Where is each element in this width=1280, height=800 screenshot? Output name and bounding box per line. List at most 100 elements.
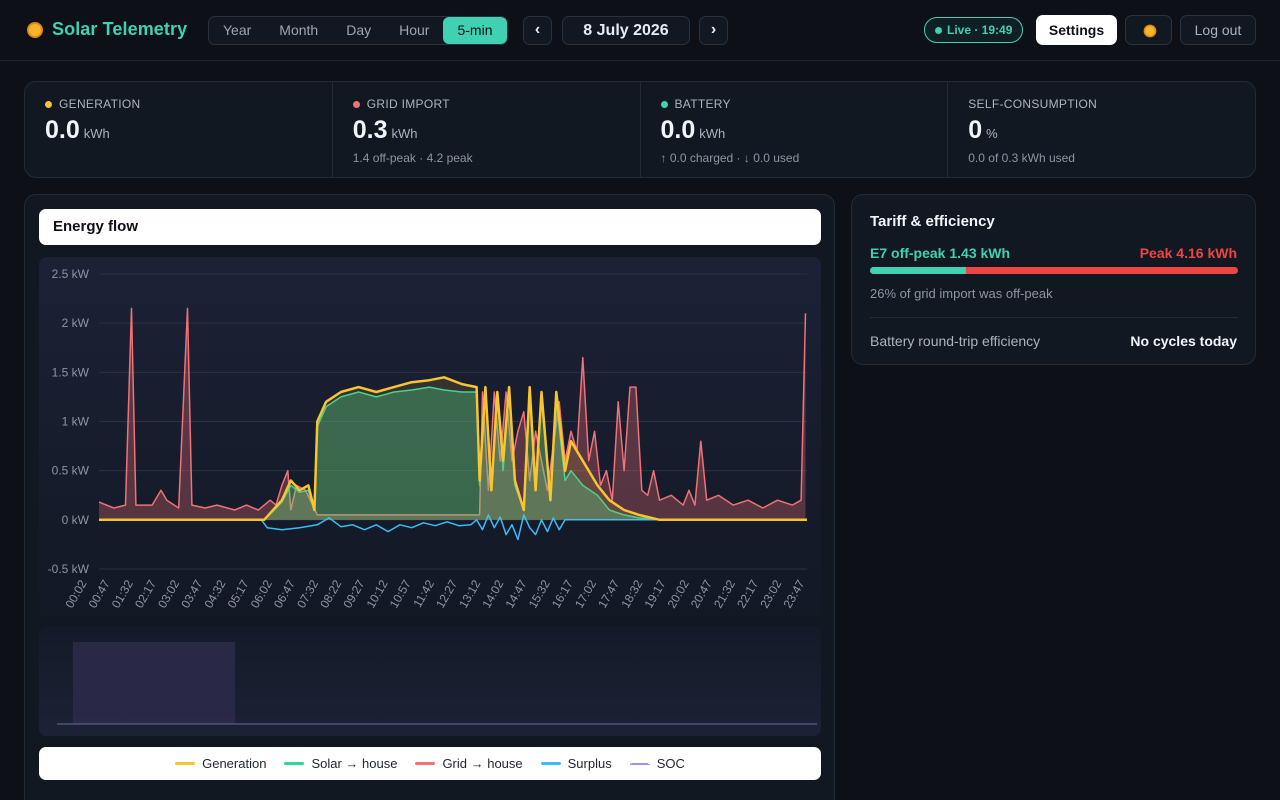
peak-label: Peak 4.16 kWh: [1139, 245, 1237, 261]
live-label: Live · 19:49: [947, 23, 1013, 37]
x-tick-label: 23:47: [780, 577, 807, 610]
legend-swatch: [629, 762, 650, 765]
energy-flow-panel: Energy flow 2.5 kW 2 kW 1.5 kW 1 kW 0.5 kW 0 …: [24, 194, 835, 800]
series-area-2: [99, 308, 806, 520]
stat-value: 0.0: [45, 116, 80, 144]
next-date-button[interactable]: ›: [699, 16, 728, 45]
legend-label: Grid → house: [442, 756, 523, 771]
prev-date-button[interactable]: ‹: [523, 16, 552, 45]
y-tick-label: -0.5 kW: [48, 562, 90, 576]
stat-self-consumption: SELF-CONSUMPTION 0% 0.0 of 0.3 kWh used: [948, 82, 1255, 177]
stat-unit: kWh: [391, 126, 418, 141]
x-tick-label: 05:17: [225, 577, 252, 610]
range-5min[interactable]: 5-min: [443, 17, 507, 44]
series-line-surplus: [99, 514, 807, 541]
energy-flow-svg: 2.5 kW 2 kW 1.5 kW 1 kW 0.5 kW 0 kW -0.5 kW00:…: [48, 267, 808, 611]
x-tick-label: 01:32: [109, 577, 136, 610]
stat-label: GRID IMPORT: [366, 97, 450, 111]
stat-value: 0: [968, 116, 983, 144]
sun-icon: [26, 21, 44, 39]
legend-label: SOC: [656, 756, 685, 771]
soc-svg: [57, 642, 817, 725]
app-title: Solar Telemetry: [52, 19, 188, 39]
stat-sub: 0.0 of 0.3 kWh used: [968, 151, 1075, 165]
x-tick-label: 22:17: [734, 577, 761, 610]
tariff-split-bar: [870, 267, 1238, 274]
stat-sub: 1.4 off-peak · 4.2 peak: [352, 151, 473, 165]
x-tick-label: 21:32: [711, 577, 738, 610]
logout-button[interactable]: Log out: [1180, 15, 1256, 45]
stat-dot-icon: [660, 100, 668, 108]
tariff-panel: Tariff & efficiency E7 off-peak 1.43 kWh…: [851, 194, 1256, 365]
x-tick-label: 02:17: [132, 577, 159, 610]
y-tick-label: 1.5 kW: [52, 365, 90, 379]
stat-dot-icon: [45, 100, 52, 108]
brand: Solar Telemetry: [26, 19, 187, 40]
x-tick-label: 13:12: [456, 577, 483, 610]
date-display[interactable]: 8 July 2026: [562, 16, 690, 45]
x-tick-label: 17:47: [595, 577, 622, 610]
x-tick-label: 10:57: [387, 577, 414, 610]
x-tick-label: 23:02: [757, 577, 784, 610]
stat-value: 0.0: [660, 116, 696, 144]
legend-label: Surplus: [567, 756, 612, 771]
x-tick-label: 04:32: [201, 577, 228, 610]
x-tick-label: 00:47: [86, 577, 113, 610]
y-tick-label: 0.5 kW: [52, 464, 90, 478]
range-day[interactable]: Day: [346, 22, 372, 38]
x-tick-label: 03:02: [155, 577, 182, 610]
live-dot-icon: [935, 27, 942, 34]
stat-grid-import: GRID IMPORT 0.3 kWh 1.4 off-peak · 4.2 pe…: [333, 82, 641, 177]
range-year[interactable]: Year: [223, 22, 252, 38]
legend-swatch: [415, 762, 436, 765]
y-tick-label: 1 kW: [62, 415, 90, 429]
stat-sub: ↑ 0.0 charged · ↓ 0.0 used: [660, 151, 800, 165]
offpeak-fill: [870, 267, 966, 274]
stat-battery: BATTERY 0.0 kWh ↑ 0.0 charged · ↓ 0.0 use…: [641, 82, 949, 177]
series-line-generation: [99, 376, 807, 522]
x-tick-label: 17:02: [572, 577, 599, 610]
legend-grid-house[interactable]: Grid → house: [415, 756, 523, 771]
app-header: Solar Telemetry Year Month Day Hour 5-mi…: [0, 0, 1280, 61]
legend-swatch: [284, 762, 305, 765]
x-tick-label: 12:27: [433, 577, 460, 610]
x-tick-label: 06:47: [271, 577, 298, 610]
x-tick-label: 14:47: [503, 577, 530, 610]
x-tick-label: 16:17: [549, 577, 576, 610]
series-area-0: [99, 377, 807, 520]
legend-solar-house[interactable]: Solar → house: [284, 756, 397, 771]
x-tick-label: 11:42: [410, 577, 437, 610]
divider: [870, 317, 1238, 318]
x-tick-label: 15:32: [526, 577, 553, 610]
range-hour[interactable]: Hour: [399, 22, 430, 38]
tariff-title: Tariff & efficiency: [870, 213, 995, 230]
legend-swatch: [175, 762, 196, 765]
stat-unit: %: [986, 126, 998, 141]
legend-soc[interactable]: SOC: [629, 756, 685, 771]
stat-label: BATTERY: [674, 97, 731, 111]
y-tick-label: 2.5 kW: [52, 267, 90, 281]
series-area-1: [99, 387, 807, 520]
chart-legend: Generation Solar → house Grid → house Su…: [39, 747, 821, 780]
legend-swatch: [540, 762, 561, 765]
live-badge: Live · 19:49: [924, 17, 1024, 43]
legend-surplus[interactable]: Surplus: [540, 756, 612, 771]
theme-toggle-button[interactable]: [1125, 15, 1172, 45]
x-tick-label: 14:02: [479, 577, 506, 610]
y-tick-label: 2 kW: [62, 316, 90, 330]
x-tick-label: 09:27: [340, 577, 367, 610]
legend-generation[interactable]: Generation: [175, 756, 266, 771]
range-month[interactable]: Month: [279, 22, 319, 38]
stat-generation: GENERATION 0.0 kWh: [25, 82, 333, 177]
settings-button[interactable]: Settings: [1036, 15, 1117, 45]
offpeak-note: 26% of grid import was off-peak: [870, 286, 1053, 301]
x-tick-label: 10:12: [364, 577, 391, 610]
x-tick-label: 20:02: [665, 577, 692, 610]
stat-dot-icon: [352, 100, 360, 108]
offpeak-label: E7 off-peak 1.43 kWh: [870, 245, 1011, 261]
soc-bar: [73, 642, 235, 724]
legend-label: Generation: [202, 756, 267, 771]
energy-flow-chart[interactable]: 2.5 kW 2 kW 1.5 kW 1 kW 0.5 kW 0 kW -0.5 kW 00:…: [39, 257, 821, 618]
x-tick-label: 00:02: [62, 577, 89, 610]
range-selector: Year Month Day Hour 5-min: [208, 16, 508, 45]
